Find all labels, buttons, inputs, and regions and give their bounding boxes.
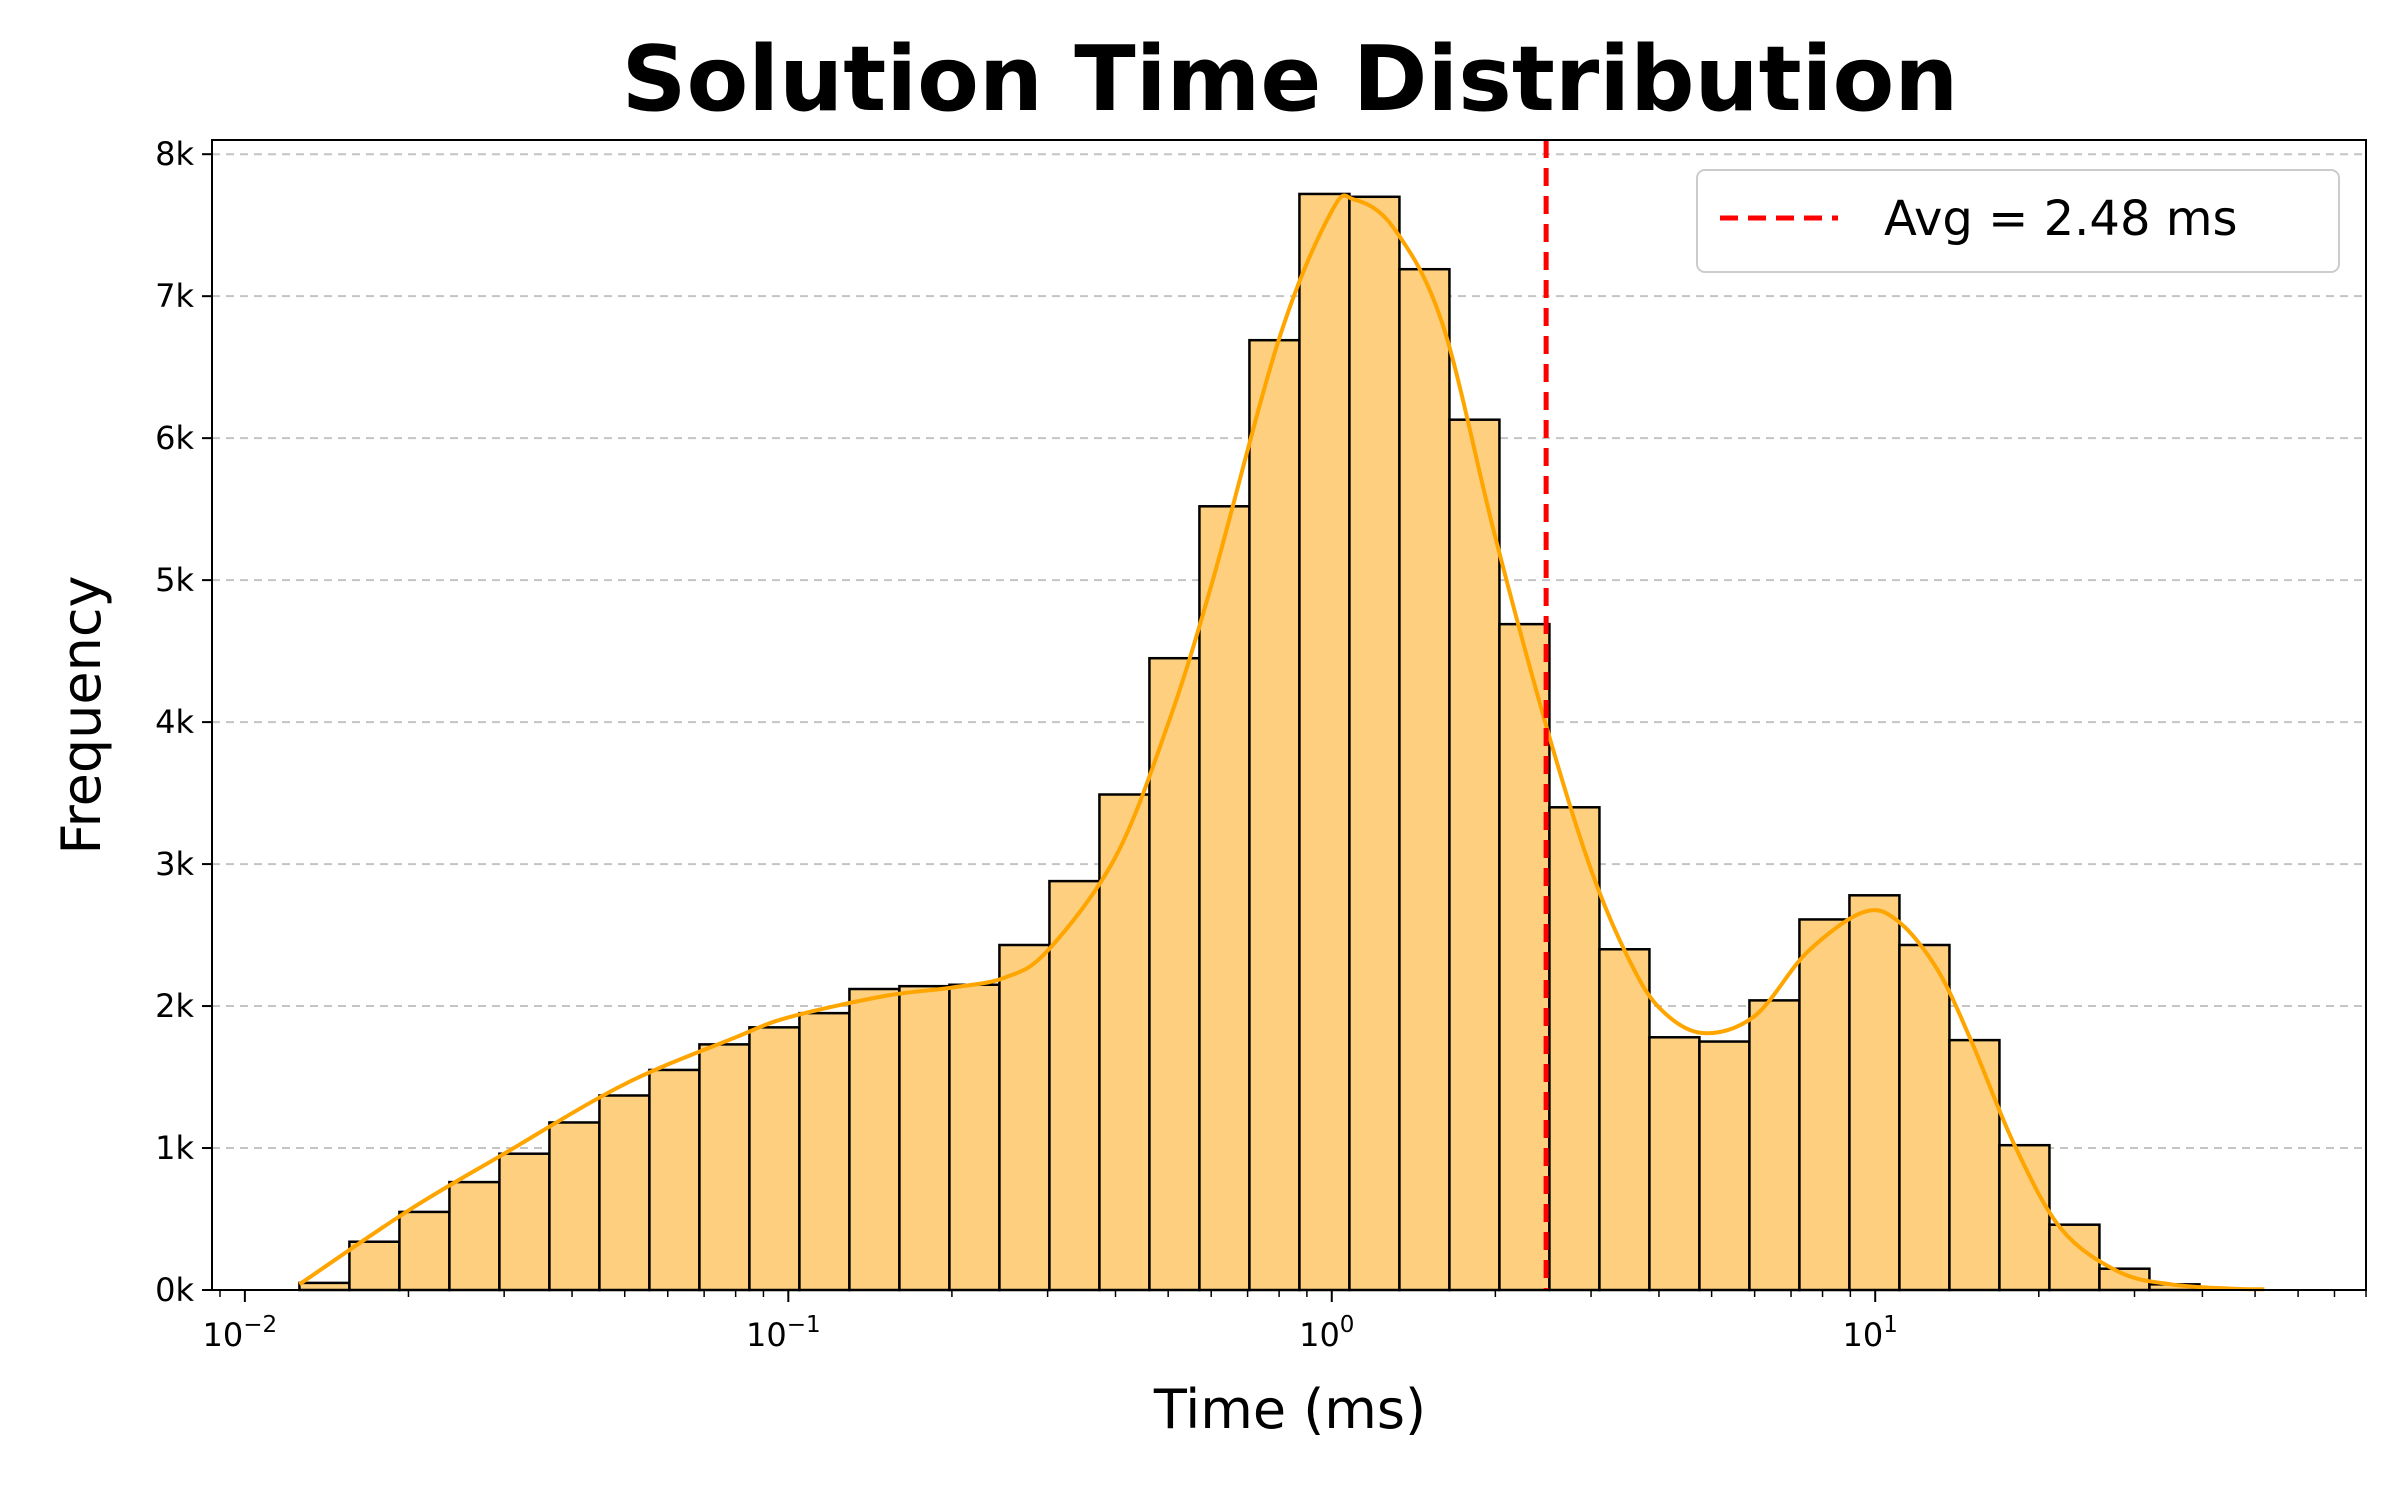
histogram-bar xyxy=(298,1281,351,1292)
histogram-bar xyxy=(848,987,901,1292)
histogram-bar xyxy=(998,943,1051,1292)
histogram-bar xyxy=(898,984,951,1292)
y-tick-label: 5k xyxy=(155,561,194,599)
legend-label-avg: Avg = 2.48 ms xyxy=(1884,191,2238,247)
histogram-bar xyxy=(698,1043,751,1292)
histogram-bar xyxy=(1548,806,1601,1292)
histogram-bar xyxy=(398,1210,451,1292)
histogram-bar xyxy=(498,1152,551,1292)
y-tick-label: 2k xyxy=(155,987,194,1025)
histogram-bar xyxy=(1498,622,1551,1292)
legend-frame xyxy=(1696,169,2340,273)
histogram-bar xyxy=(1148,656,1201,1292)
histogram-bar xyxy=(1298,192,1351,1292)
histogram-bar xyxy=(348,1240,401,1292)
histogram-bar xyxy=(1648,1036,1701,1292)
histogram-bar xyxy=(1198,505,1251,1292)
x-tick-label: 10−2 xyxy=(203,1312,278,1354)
histogram-bar xyxy=(648,1068,701,1292)
histogram-bar xyxy=(1098,793,1151,1292)
kde-curve xyxy=(298,193,2265,1292)
bars xyxy=(298,192,2201,1292)
x-tick-label: 100 xyxy=(1299,1312,1354,1354)
histogram-bar xyxy=(2048,1223,2101,1292)
histogram-bar xyxy=(798,1011,851,1292)
histogram-bar xyxy=(548,1121,601,1292)
legend: Avg = 2.48 ms xyxy=(1696,169,2340,273)
y-tick-label: 7k xyxy=(155,277,194,315)
y-axis: 0k 1k 2k 3k 4k 5k 6k 7k 8k xyxy=(155,135,212,1309)
histogram-bar xyxy=(1948,1038,2001,1292)
y-tick-label: 8k xyxy=(155,135,194,173)
histogram-bar xyxy=(1798,918,1851,1292)
histogram-bar xyxy=(748,1026,801,1292)
y-tick-label: 4k xyxy=(155,703,194,741)
chart-title: Solution Time Distribution xyxy=(622,27,1959,132)
kde-line xyxy=(298,193,2265,1292)
histogram-bar xyxy=(1248,338,1301,1292)
histogram-bar xyxy=(1748,999,1801,1292)
y-tick-label: 3k xyxy=(155,845,194,883)
histogram-bar xyxy=(1398,267,1451,1292)
x-tick-label: 10−1 xyxy=(746,1312,821,1354)
histogram-bar xyxy=(1448,418,1501,1292)
histogram-bar xyxy=(1698,1040,1751,1292)
histogram-bar xyxy=(948,983,1001,1292)
y-tick-label: 1k xyxy=(155,1129,194,1167)
histogram-bar xyxy=(598,1094,651,1292)
x-tick-label: 101 xyxy=(1843,1312,1898,1354)
y-tick-label: 6k xyxy=(155,419,194,457)
histogram-bar xyxy=(1848,894,1901,1292)
y-tick-label: 0k xyxy=(155,1271,194,1309)
histogram-bar xyxy=(1898,943,1951,1292)
histogram-bar xyxy=(1348,195,1401,1292)
histogram-bar xyxy=(1598,948,1651,1292)
histogram-bar xyxy=(448,1180,501,1292)
plot-frame xyxy=(211,139,2367,1291)
x-axis-label: Time (ms) xyxy=(1153,1378,1426,1441)
histogram-bar xyxy=(1048,879,1101,1292)
y-axis-label: Frequency xyxy=(50,576,113,855)
x-axis: 10−2 10−1 100 101 xyxy=(203,1290,2367,1354)
